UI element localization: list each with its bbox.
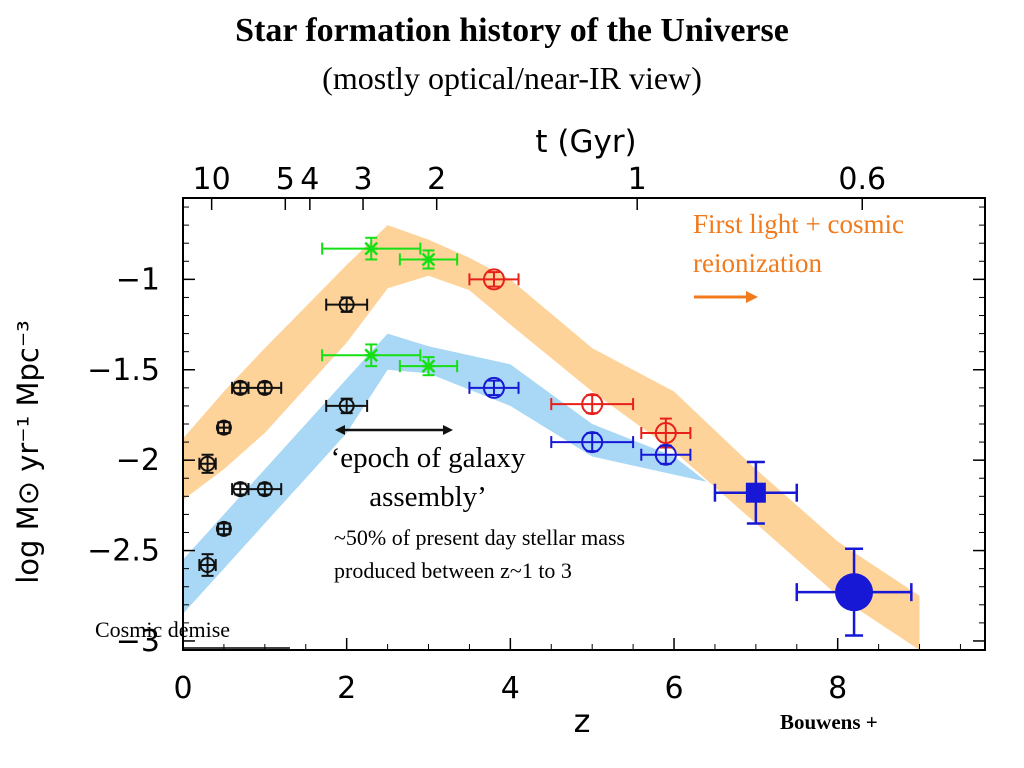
top-tick-label: 5 <box>276 162 295 197</box>
point-black-lower <box>198 553 217 577</box>
top-tick-label: 0.6 <box>838 162 886 197</box>
cosmic-demise-label: Cosmic demise <box>95 617 230 642</box>
point-black-lower <box>215 520 232 537</box>
axis-ticks <box>182 198 985 650</box>
point-green <box>321 343 422 368</box>
point-black-upper <box>215 419 232 436</box>
y-tick-label: −3 <box>116 624 160 659</box>
x-tick-label: 8 <box>828 671 847 706</box>
point-green <box>398 356 459 377</box>
chart-subtitle: (mostly optical/near-IR view) <box>322 60 702 96</box>
point-red <box>468 268 520 291</box>
point-black-lower <box>325 397 369 415</box>
point-blue-filled <box>795 547 913 637</box>
reionization-label: reionization <box>693 248 822 278</box>
top-tick-label: 3 <box>353 162 372 197</box>
stellar-mass-line1: ~50% of present day stellar mass <box>334 525 625 550</box>
x-tick-label: 2 <box>337 671 356 706</box>
point-red <box>550 393 635 416</box>
x-tick-label: 4 <box>501 671 520 706</box>
point-black-upper <box>325 296 369 313</box>
axis-tick-labels: 0 2 4 6 8−1−1.5−2−2.5−310 5 4 3 2 1 0.6 <box>87 162 886 706</box>
chart-title: Star formation history of the Universe <box>235 12 789 49</box>
x-axis-label: z <box>574 702 591 740</box>
data-points <box>198 236 913 637</box>
point-blue <box>468 376 520 399</box>
top-axis-label: t (Gyr) <box>535 124 636 160</box>
y-tick-label: −1.5 <box>87 353 160 388</box>
point-green <box>398 249 459 270</box>
point-black-upper <box>247 379 283 396</box>
epoch-label-line2: assembly’ <box>369 481 487 513</box>
x-tick-label: 0 <box>173 671 192 706</box>
point-red <box>640 417 692 449</box>
top-tick-label: 10 <box>193 162 231 197</box>
point-black-upper <box>231 379 250 396</box>
y-tick-label: −2.5 <box>87 534 160 569</box>
y-axis-label: log M⊙ yr⁻¹ Mpc⁻³ <box>11 320 45 584</box>
point-blue <box>550 431 635 454</box>
point-green <box>321 236 422 261</box>
top-tick-label: 2 <box>427 162 446 197</box>
x-tick-label: 6 <box>664 671 683 706</box>
point-black-upper <box>198 453 217 474</box>
point-black-lower <box>231 481 250 498</box>
top-tick-label: 4 <box>300 162 319 197</box>
point-blue <box>640 443 692 466</box>
band-uncorrected <box>183 333 707 614</box>
stellar-mass-line2: produced between z~1 to 3 <box>334 558 572 583</box>
point-black-lower <box>247 481 283 498</box>
y-tick-label: −1 <box>116 262 160 297</box>
top-tick-label: 1 <box>628 162 647 197</box>
first-light-label: First light + cosmic <box>693 209 904 239</box>
epoch-label-line1: ‘epoch of galaxy <box>331 442 526 474</box>
point-blue-filled <box>713 460 799 525</box>
sfr-bands <box>183 225 920 650</box>
y-tick-label: −2 <box>116 443 160 478</box>
credit-label: Bouwens + <box>780 710 878 734</box>
